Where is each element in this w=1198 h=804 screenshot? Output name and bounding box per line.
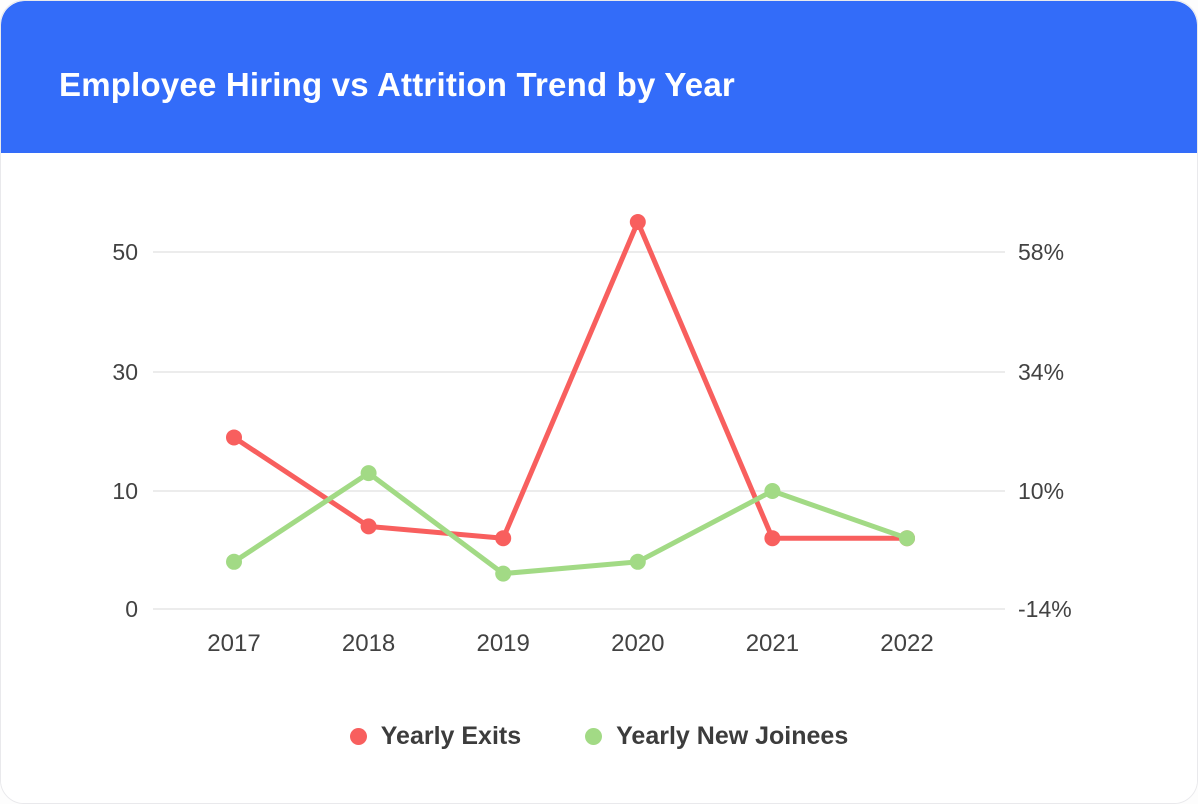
legend-swatch-icon [349,727,367,745]
legend-label: Yearly New Joinees [616,721,849,750]
left-axis-tick-label: 50 [112,239,138,265]
right-axis-tick-label: 10% [1018,478,1065,504]
left-axis-tick-label: 0 [125,596,138,622]
exits-data-point [495,530,512,547]
joinees-data-point [226,553,242,570]
legend-item[interactable]: Yearly Exits [349,721,522,751]
x-axis-tick-label: 2021 [745,630,800,657]
joinees-data-point [495,565,512,582]
joinees-line [231,470,910,577]
x-axis-tick-label: 2022 [880,630,934,657]
legend-label: Yearly Exits [380,721,522,750]
chart-header: Employee Hiring vs Attrition Trend by Ye… [1,1,1197,153]
joinees-data-point [764,483,781,499]
legend-item[interactable]: Yearly New Joinees [585,722,848,751]
legend-swatch-icon [585,727,603,745]
page-title: Employee Hiring vs Attrition Trend by Ye… [59,66,735,103]
x-axis-tick-label: 2019 [476,630,530,657]
exits-data-point [764,530,781,547]
joinees-data-point [360,465,377,482]
line-chart-plot [153,214,1005,610]
joinees-data-point [899,530,915,547]
chart-legend: Yearly Exits Yearly New Joinees [1,719,1197,753]
exits-line [231,219,910,541]
joinees-data-point [629,553,646,570]
chart-area: 0 10 30 50 -14% 10% 34% 58% 2017 2018 2019 2020 20… [1,153,1197,803]
exits-data-point [629,214,646,230]
right-axis-tick-label: -14% [1018,596,1072,622]
x-axis-tick-label: 2020 [611,630,665,657]
exits-data-point [226,429,242,446]
right-axis-tick-label: 58% [1018,239,1065,265]
exits-data-point [360,518,377,535]
left-axis-tick-label: 30 [112,359,138,385]
x-axis-tick-label: 2017 [207,630,261,657]
x-axis-tick-label: 2018 [341,630,396,657]
right-axis-tick-label: 34% [1018,359,1065,385]
left-axis-tick-label: 10 [112,478,138,504]
